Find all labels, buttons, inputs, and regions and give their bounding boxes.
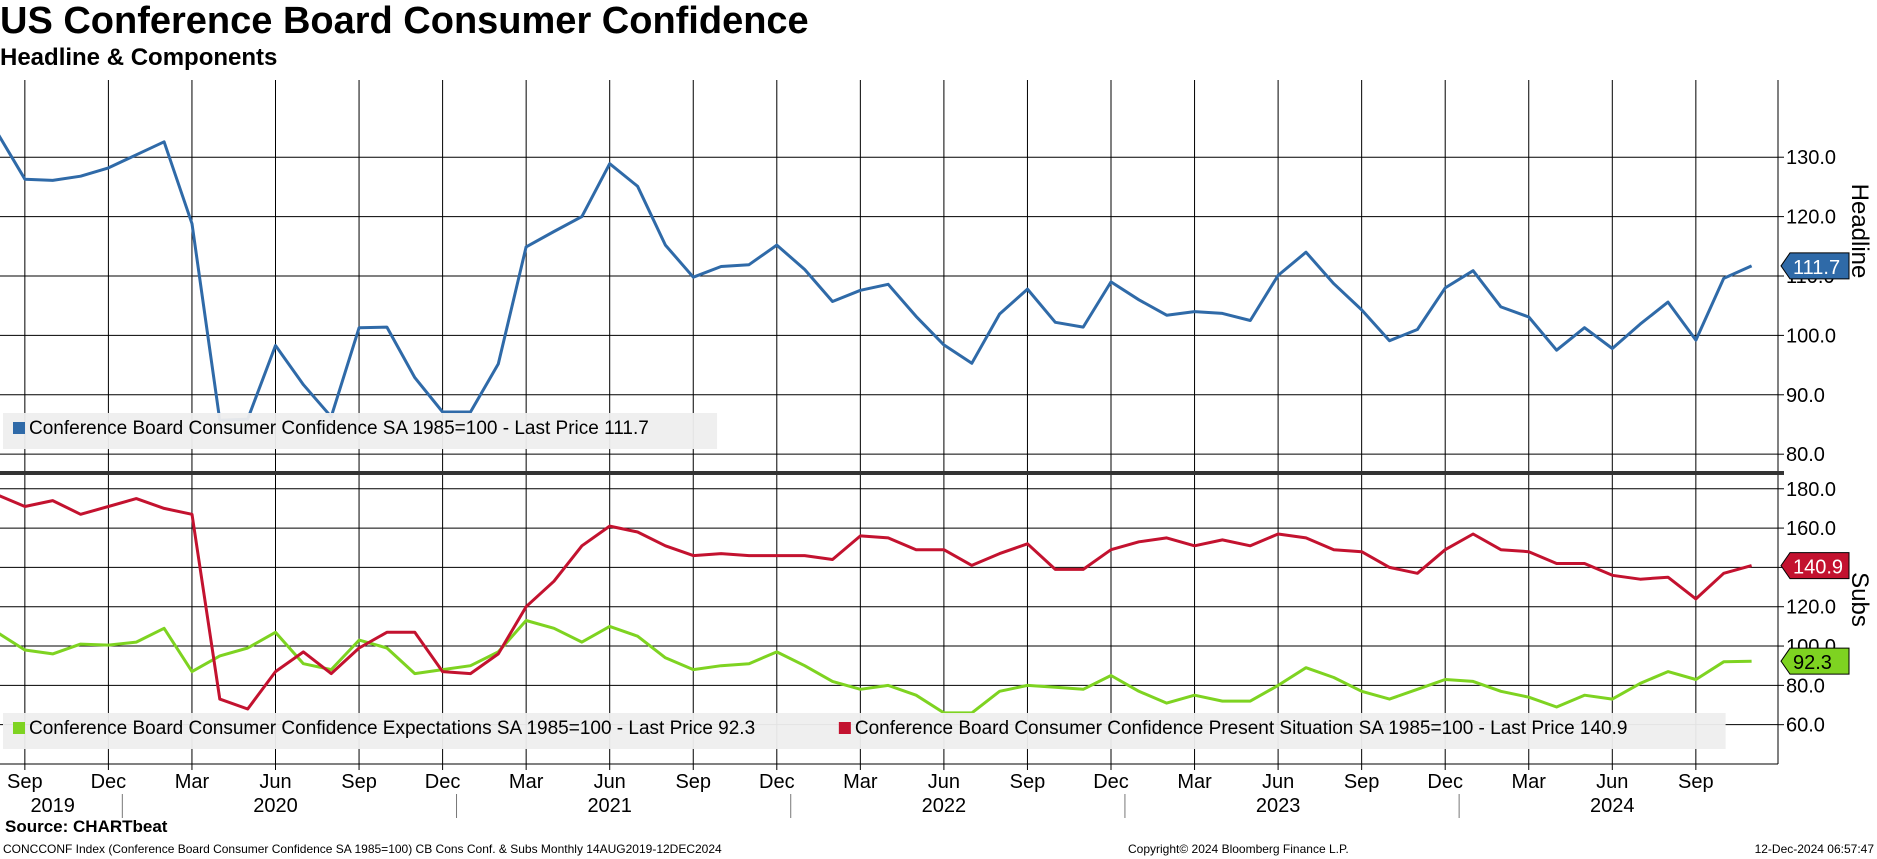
legend-swatch: [13, 422, 25, 434]
y-tick-label: 120.0: [1786, 597, 1836, 619]
legend-background: [3, 713, 1726, 749]
x-tick-label-month: Sep: [675, 771, 711, 793]
timestamp: 12-Dec-2024 06:57:47: [1754, 842, 1874, 856]
x-tick-label-month: Jun: [594, 771, 626, 793]
x-tick-label-month: Mar: [175, 771, 210, 793]
legend-bottom: Conference Board Consumer Confidence Exp…: [3, 713, 1726, 749]
y-tick-label: 130.0: [1786, 147, 1836, 169]
last-price-tag-headline: 111.7: [1780, 252, 1850, 280]
x-tick-label-month: Dec: [91, 771, 127, 793]
x-tick-label-year: 2020: [253, 795, 298, 817]
x-tick-label-month: Jun: [1262, 771, 1294, 793]
legend-label: Conference Board Consumer Confidence SA …: [29, 418, 649, 439]
series-line-headline: [0, 134, 1753, 422]
x-tick-label-month: Dec: [759, 771, 795, 793]
y-axis-title: Headline: [1846, 184, 1873, 279]
last-price-tag-box: [1780, 552, 1850, 580]
series-line-expectations: [0, 619, 1752, 715]
legend-background: [3, 413, 718, 449]
x-tick-label-month: Sep: [1010, 771, 1046, 793]
y-axis-title: Subs: [1846, 572, 1873, 627]
legend-top: Conference Board Consumer Confidence SA …: [3, 413, 718, 449]
legend-swatch: [13, 722, 25, 734]
last-price-tag-box: [1780, 647, 1850, 675]
y-tick-label: 160.0: [1786, 518, 1836, 540]
x-tick-label-month: Jun: [928, 771, 960, 793]
y-tick-label: 80.0: [1786, 675, 1825, 697]
last-price-tag-box: [1780, 252, 1850, 280]
x-tick-label-month: Mar: [843, 771, 878, 793]
y-tick-label: 100.0: [1786, 325, 1836, 347]
last-price-tag-present-situation: 140.9: [1780, 552, 1850, 580]
y-tick-label: 120.0: [1786, 207, 1836, 229]
chart-title: US Conference Board Consumer Confidence: [0, 0, 809, 42]
x-tick-label-month: Mar: [1177, 771, 1212, 793]
x-tick-label-month: Sep: [7, 771, 43, 793]
x-tick-label-year: 2021: [587, 795, 632, 817]
last-price-tag-label: 92.3: [1793, 652, 1832, 674]
x-tick-label-year: 2019: [30, 795, 75, 817]
x-tick-label-month: Mar: [509, 771, 544, 793]
ticker-description: CONCCONF Index (Conference Board Consume…: [3, 842, 722, 856]
y-tick-label: 60.0: [1786, 715, 1825, 737]
y-tick-label: 180.0: [1786, 479, 1836, 501]
x-tick-label-month: Dec: [1427, 771, 1463, 793]
legend-label: Conference Board Consumer Confidence Exp…: [29, 718, 755, 739]
panel-divider: [0, 471, 1784, 475]
x-tick-label-month: Sep: [1344, 771, 1380, 793]
y-tick-label: 80.0: [1786, 444, 1825, 466]
legend-label: Conference Board Consumer Confidence Pre…: [855, 718, 1628, 739]
x-tick-label-month: Sep: [1678, 771, 1714, 793]
legend-swatch: [838, 722, 851, 734]
last-price-tag-label: 140.9: [1793, 557, 1843, 579]
x-tick-label-month: Dec: [425, 771, 461, 793]
series-line-present-situation: [0, 494, 1752, 711]
x-tick-label-month: Sep: [341, 771, 377, 793]
x-tick-label-year: 2023: [1256, 795, 1301, 817]
copyright-note: Copyright© 2024 Bloomberg Finance L.P.: [1128, 842, 1349, 856]
chart-subtitle: Headline & Components: [0, 44, 278, 71]
x-tick-label-month: Dec: [1093, 771, 1129, 793]
x-tick-label-year: 2022: [922, 795, 967, 817]
last-price-tag-label: 111.7: [1793, 257, 1840, 279]
x-tick-label-year: 2024: [1590, 795, 1635, 817]
x-tick-label-month: Jun: [259, 771, 291, 793]
x-tick-label-month: Mar: [1512, 771, 1547, 793]
y-tick-label: 90.0: [1786, 385, 1825, 407]
x-tick-label-month: Jun: [1596, 771, 1628, 793]
source-note: Source: CHARTbeat: [5, 817, 168, 836]
last-price-tag-expectations: 92.3: [1780, 647, 1850, 675]
